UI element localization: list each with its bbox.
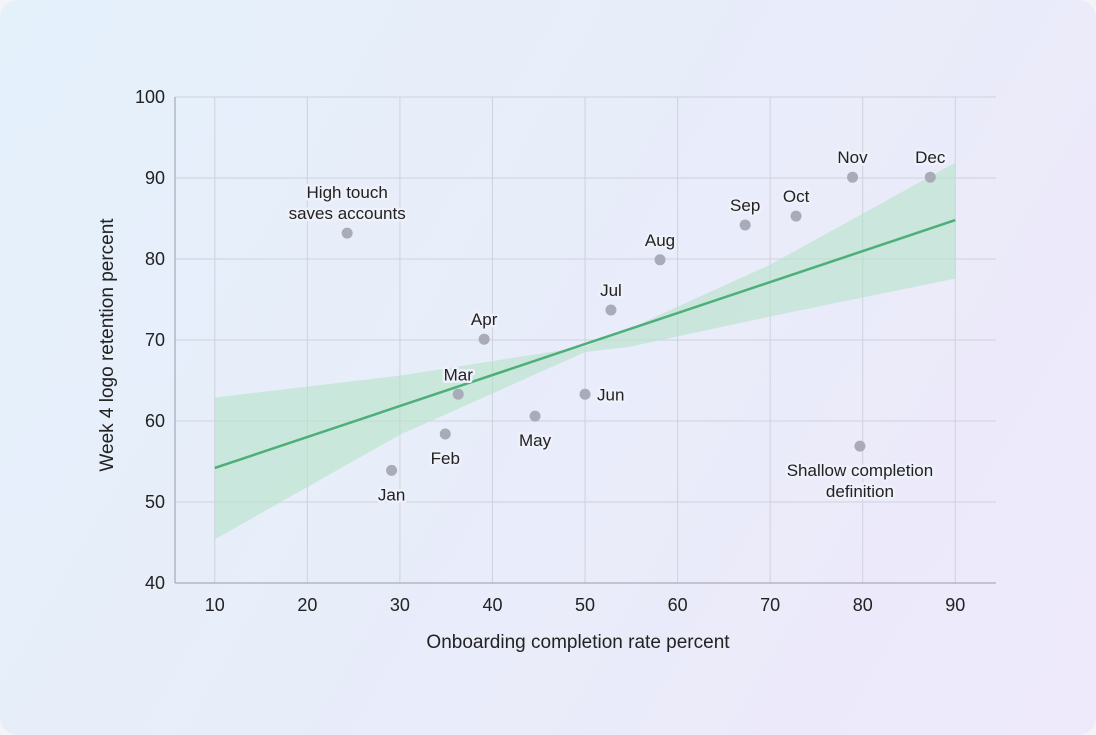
point-label: Apr [471, 310, 498, 329]
point-label: Shallow completion definition [787, 461, 933, 501]
fit-line-group [214, 218, 956, 470]
confidence-band-group [214, 162, 956, 540]
data-point [341, 227, 353, 239]
y-tick-label: 40 [145, 573, 165, 593]
y-tick-label: 60 [145, 411, 165, 431]
y-tick-label: 90 [145, 168, 165, 188]
data-point [854, 440, 866, 452]
point-label: High touch saves accounts [289, 183, 406, 223]
ticks-group: 10 20 30 40 50 60 70 80 90 40 50 60 70 80 90 100 [135, 87, 965, 615]
y-tick-label: 80 [145, 249, 165, 269]
data-point [847, 171, 859, 183]
point-label: Jun [597, 385, 624, 404]
x-tick-label: 80 [853, 595, 873, 615]
y-tick-label: 50 [145, 492, 165, 512]
y-tick-label: 100 [135, 87, 165, 107]
fit-line [214, 218, 956, 470]
point-label: Mar [444, 365, 474, 384]
data-point [790, 210, 802, 222]
data-point [452, 388, 464, 400]
point-label: Nov [837, 148, 868, 167]
data-point [924, 171, 936, 183]
x-tick-label: 50 [575, 595, 595, 615]
data-point [529, 410, 541, 422]
x-tick-label: 70 [760, 595, 780, 615]
y-tick-label: 70 [145, 330, 165, 350]
point-label: Jul [600, 281, 622, 300]
confidence-band [214, 162, 956, 540]
data-point [605, 304, 617, 316]
data-point [386, 464, 398, 476]
x-tick-label: 30 [390, 595, 410, 615]
point-label: Feb [431, 449, 460, 468]
data-point [654, 254, 666, 266]
y-axis-label: Week 4 logo retention percent [97, 218, 118, 472]
data-point [439, 428, 451, 440]
data-point [478, 333, 490, 345]
x-axis-label: Onboarding completion rate percent [426, 632, 730, 653]
points-group: Jan Feb Mar Apr May Jun Jul Aug Sep Oct Nov Dec High… [286, 146, 948, 507]
point-label: Sep [730, 196, 760, 215]
x-tick-label: 10 [205, 595, 225, 615]
grid [174, 96, 996, 584]
point-label: Dec [915, 148, 946, 167]
x-tick-label: 90 [945, 595, 965, 615]
point-label: Jan [378, 485, 405, 504]
x-tick-label: 40 [482, 595, 502, 615]
x-tick-label: 60 [668, 595, 688, 615]
point-label: Oct [783, 187, 810, 206]
x-tick-label: 20 [297, 595, 317, 615]
data-point [739, 219, 751, 231]
point-label: Aug [645, 231, 675, 250]
point-label: May [519, 431, 552, 450]
data-point [579, 388, 591, 400]
